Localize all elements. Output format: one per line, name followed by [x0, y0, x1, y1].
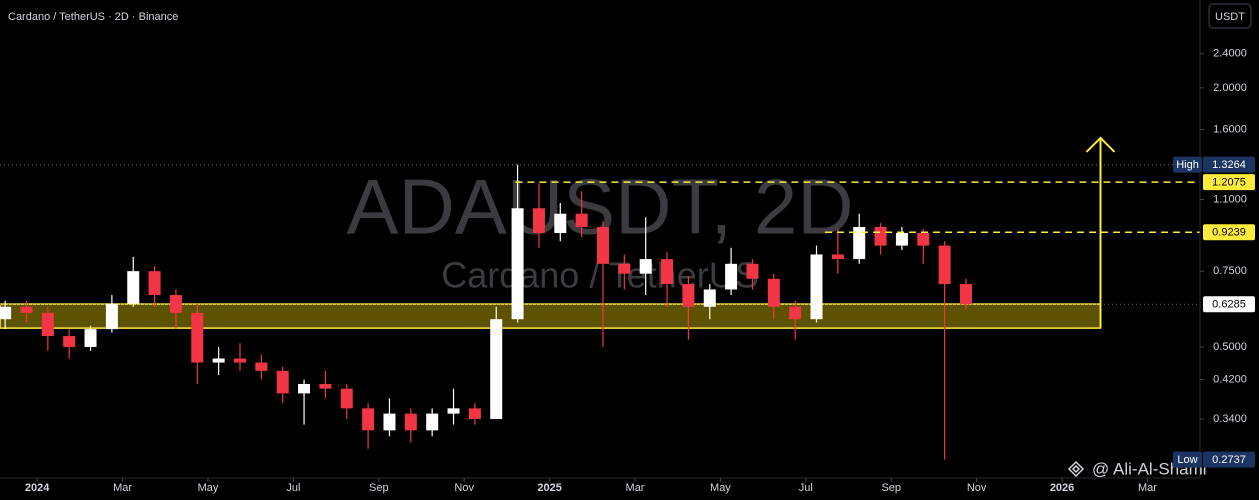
candle-body	[618, 263, 631, 274]
y-tick-label: 0.4200	[1213, 373, 1247, 385]
candle-body	[41, 312, 54, 337]
candle-body	[212, 358, 225, 363]
price-label-box	[1203, 156, 1255, 173]
chart-title: Cardano / TetherUS · 2D · Binance	[8, 11, 178, 23]
candle-body	[468, 408, 481, 420]
x-tick-label: 2026	[1050, 482, 1074, 494]
y-tick-label: 1.6000	[1213, 123, 1247, 135]
y-tick-label: 1.1000	[1213, 193, 1247, 205]
candle-body	[895, 232, 908, 246]
candle-body	[853, 226, 866, 260]
plot-area	[0, 136, 1200, 460]
candle-body	[725, 263, 738, 290]
x-tick-label: Mar	[626, 482, 645, 494]
price-label-tag	[1173, 451, 1202, 468]
price-label-tag-text: Low	[1177, 454, 1197, 466]
price-label-tag	[1173, 156, 1202, 173]
candle-body	[0, 306, 12, 320]
candle-body	[319, 384, 332, 389]
candle-body	[340, 388, 353, 409]
candle-body	[383, 413, 396, 431]
candle-body	[404, 413, 417, 431]
candle-body	[63, 336, 76, 347]
candle-body	[234, 358, 246, 363]
candle-body	[746, 263, 759, 279]
x-tick-label: May	[710, 482, 731, 494]
price-label-value: 1.2075	[1212, 177, 1246, 189]
support-zone	[0, 303, 1102, 329]
candle-body	[874, 226, 887, 246]
candle-body	[148, 271, 161, 296]
y-tick-label: 0.5000	[1213, 341, 1247, 353]
watermark-group: ADAUSDT, 2D Cardano / TetherUS	[346, 163, 853, 296]
author-icon	[1067, 460, 1085, 478]
price-label-tag-text: High	[1176, 159, 1199, 171]
candle-body	[596, 226, 609, 264]
candle-body	[789, 306, 802, 320]
candle-body	[127, 271, 140, 304]
x-tick-label: Jul	[799, 482, 813, 494]
x-tick-label: Nov	[454, 482, 474, 494]
price-label-value: 0.6285	[1212, 299, 1246, 311]
candle-body	[255, 362, 268, 371]
candle-body	[575, 213, 588, 227]
y-tick-label: 2.4000	[1213, 48, 1247, 60]
candle-body	[639, 259, 652, 274]
price-label-value: 1.3264	[1212, 159, 1246, 171]
candle-body	[703, 289, 716, 307]
candle-body	[917, 232, 930, 246]
candle-body	[426, 413, 439, 431]
candle-body	[105, 303, 118, 330]
candle-body	[447, 408, 460, 414]
candle-body	[831, 254, 844, 260]
candle-body	[511, 208, 524, 320]
price-label-value: 0.2737	[1212, 454, 1246, 466]
author-logo	[1067, 460, 1085, 478]
price-label-box	[1203, 451, 1255, 468]
x-tick-label: 2025	[537, 482, 561, 494]
candle-body	[767, 278, 780, 307]
x-tick-label: Sep	[881, 482, 901, 494]
candle-body	[169, 295, 182, 313]
candle-body	[490, 319, 503, 420]
candle-body	[938, 245, 951, 285]
x-tick-label: Sep	[369, 482, 389, 494]
candle-body	[298, 384, 311, 394]
x-tick-label: Mar	[113, 482, 132, 494]
y-tick-label: 0.3400	[1213, 413, 1247, 425]
candle-body	[682, 284, 695, 307]
candle-body	[84, 329, 97, 347]
x-tick-label: Nov	[967, 482, 987, 494]
candle-body	[362, 408, 375, 431]
x-tick-label: May	[198, 482, 219, 494]
candle-body	[661, 259, 674, 285]
price-label-box	[1203, 224, 1255, 241]
x-tick-label: Jul	[286, 482, 300, 494]
price-label-box	[1203, 296, 1255, 313]
candle-body	[532, 208, 545, 233]
price-label-box	[1203, 174, 1255, 191]
candle-body	[276, 370, 289, 394]
currency-button-label[interactable]: USDT	[1215, 11, 1245, 23]
x-tick-label: Mar	[1138, 482, 1157, 494]
candle-body	[554, 213, 567, 233]
x-tick-label: 2024	[25, 482, 50, 494]
currency-button[interactable]	[1208, 3, 1252, 29]
price-label-value: 0.9239	[1212, 227, 1246, 239]
candle-body	[810, 254, 823, 320]
candle-body	[959, 284, 972, 305]
y-tick-label: 2.0000	[1213, 82, 1247, 94]
arrow-head	[1085, 136, 1116, 153]
y-tick-label: 0.7500	[1213, 265, 1247, 277]
candle-body	[20, 306, 33, 313]
candle-body	[191, 312, 204, 363]
